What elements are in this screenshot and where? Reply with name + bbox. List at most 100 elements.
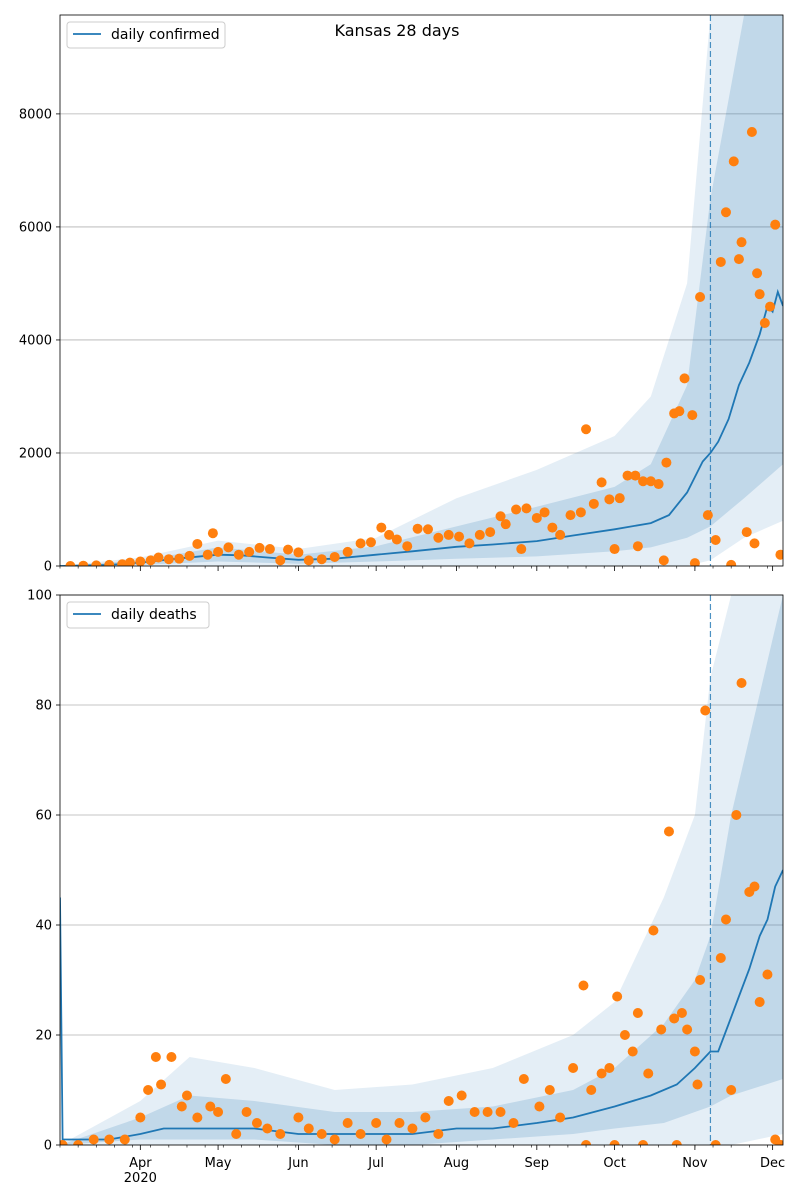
plot-area	[60, 15, 783, 566]
observation-point	[518, 1074, 529, 1084]
observation-point	[117, 559, 128, 566]
observation-point	[663, 826, 674, 837]
observation-point	[733, 254, 744, 265]
observation-point	[181, 1090, 192, 1101]
legend-box	[66, 601, 210, 629]
observation-point	[775, 1140, 783, 1145]
observation-point	[728, 156, 739, 167]
observation-point	[233, 549, 244, 560]
observation-point	[293, 1112, 304, 1123]
observation-point	[586, 1085, 597, 1095]
observation-point	[689, 558, 700, 566]
observation-point	[174, 553, 185, 564]
observation-point	[692, 1079, 703, 1090]
observation-point	[671, 1140, 682, 1145]
observation-point	[770, 219, 781, 230]
observation-point	[78, 560, 89, 566]
observation-point	[241, 1107, 252, 1117]
observation-point	[485, 527, 496, 538]
observation-point	[342, 1118, 353, 1128]
observation-point	[156, 1079, 167, 1090]
observation-point	[283, 544, 294, 555]
observation-point	[648, 925, 659, 936]
observation-point	[765, 301, 776, 312]
observation-point	[715, 256, 726, 267]
legend: daily deaths	[66, 601, 210, 629]
observation-point	[184, 550, 195, 561]
observation-point	[645, 476, 656, 487]
observation-point	[568, 1063, 579, 1073]
observation-point	[679, 373, 690, 384]
observation-point	[754, 289, 765, 300]
observation-point	[720, 207, 731, 218]
observation-point	[153, 552, 164, 563]
observation-point	[676, 1008, 687, 1018]
plot-area	[60, 595, 783, 1145]
observation-point	[669, 1013, 680, 1024]
observation-point	[135, 1112, 146, 1123]
observation-point	[376, 522, 387, 533]
observation-point	[643, 1068, 654, 1079]
observation-point	[689, 1046, 700, 1057]
observation-point	[176, 1101, 187, 1112]
observation-point	[638, 476, 649, 487]
observation-point	[604, 494, 615, 505]
observation-point	[495, 511, 506, 522]
observation-point	[581, 1140, 592, 1145]
observation-point	[91, 560, 102, 566]
observation-point	[464, 538, 475, 549]
x-tick-label: May	[205, 1156, 232, 1171]
observation-point	[303, 1123, 314, 1134]
axes-frame	[59, 594, 784, 1146]
observation-point	[596, 477, 607, 488]
x-tick-label: Jul	[367, 1156, 384, 1171]
panel-daily-confirmed: 0 2000 4000 6000 8000 daily confirmed	[19, 14, 784, 575]
y-tick-label: 8000	[19, 107, 52, 122]
observation-point	[391, 534, 402, 545]
legend-box	[66, 21, 226, 49]
y-tick-label: 80	[35, 699, 52, 714]
observation-point	[612, 991, 623, 1002]
figure-title: Kansas 28 days	[335, 21, 460, 40]
observation-point	[604, 1063, 615, 1073]
x-tick-label: Aug	[444, 1156, 469, 1171]
observation-point	[575, 507, 586, 518]
observation-point	[104, 559, 115, 566]
observation-point	[433, 1129, 444, 1139]
observation-point	[355, 1129, 366, 1139]
observation-point	[500, 519, 511, 530]
observation-point	[119, 1134, 130, 1145]
y-tick-label: 4000	[19, 333, 52, 348]
observation-point	[275, 1129, 286, 1139]
y-tick-label: 20	[35, 1029, 52, 1044]
x-tick-label: Oct	[603, 1156, 625, 1171]
observation-point	[534, 1101, 545, 1112]
observation-point	[661, 457, 672, 468]
observation-point	[365, 537, 376, 548]
observation-point	[381, 1134, 392, 1145]
observation-point	[88, 1134, 99, 1145]
observation-point	[213, 546, 224, 557]
observation-point	[192, 538, 203, 549]
observation-point	[329, 551, 340, 562]
observation-point	[775, 549, 783, 560]
observation-point	[207, 528, 218, 539]
observation-point	[741, 527, 752, 538]
observation-point	[609, 544, 620, 555]
y-tick-label: 40	[35, 919, 52, 934]
observation-point	[443, 529, 454, 540]
x-tick-sublabel: 2020	[124, 1171, 157, 1186]
observation-point	[456, 1090, 467, 1101]
observation-point	[700, 705, 711, 716]
observation-point	[135, 556, 146, 566]
x-tick-label: Jun	[287, 1156, 308, 1171]
observation-point	[565, 510, 576, 521]
x-tick-label: Apr	[129, 1156, 152, 1171]
observation-point	[762, 969, 773, 980]
x-tick-label: Dec	[760, 1156, 785, 1171]
observation-point	[547, 522, 558, 533]
observation-point	[731, 810, 742, 820]
